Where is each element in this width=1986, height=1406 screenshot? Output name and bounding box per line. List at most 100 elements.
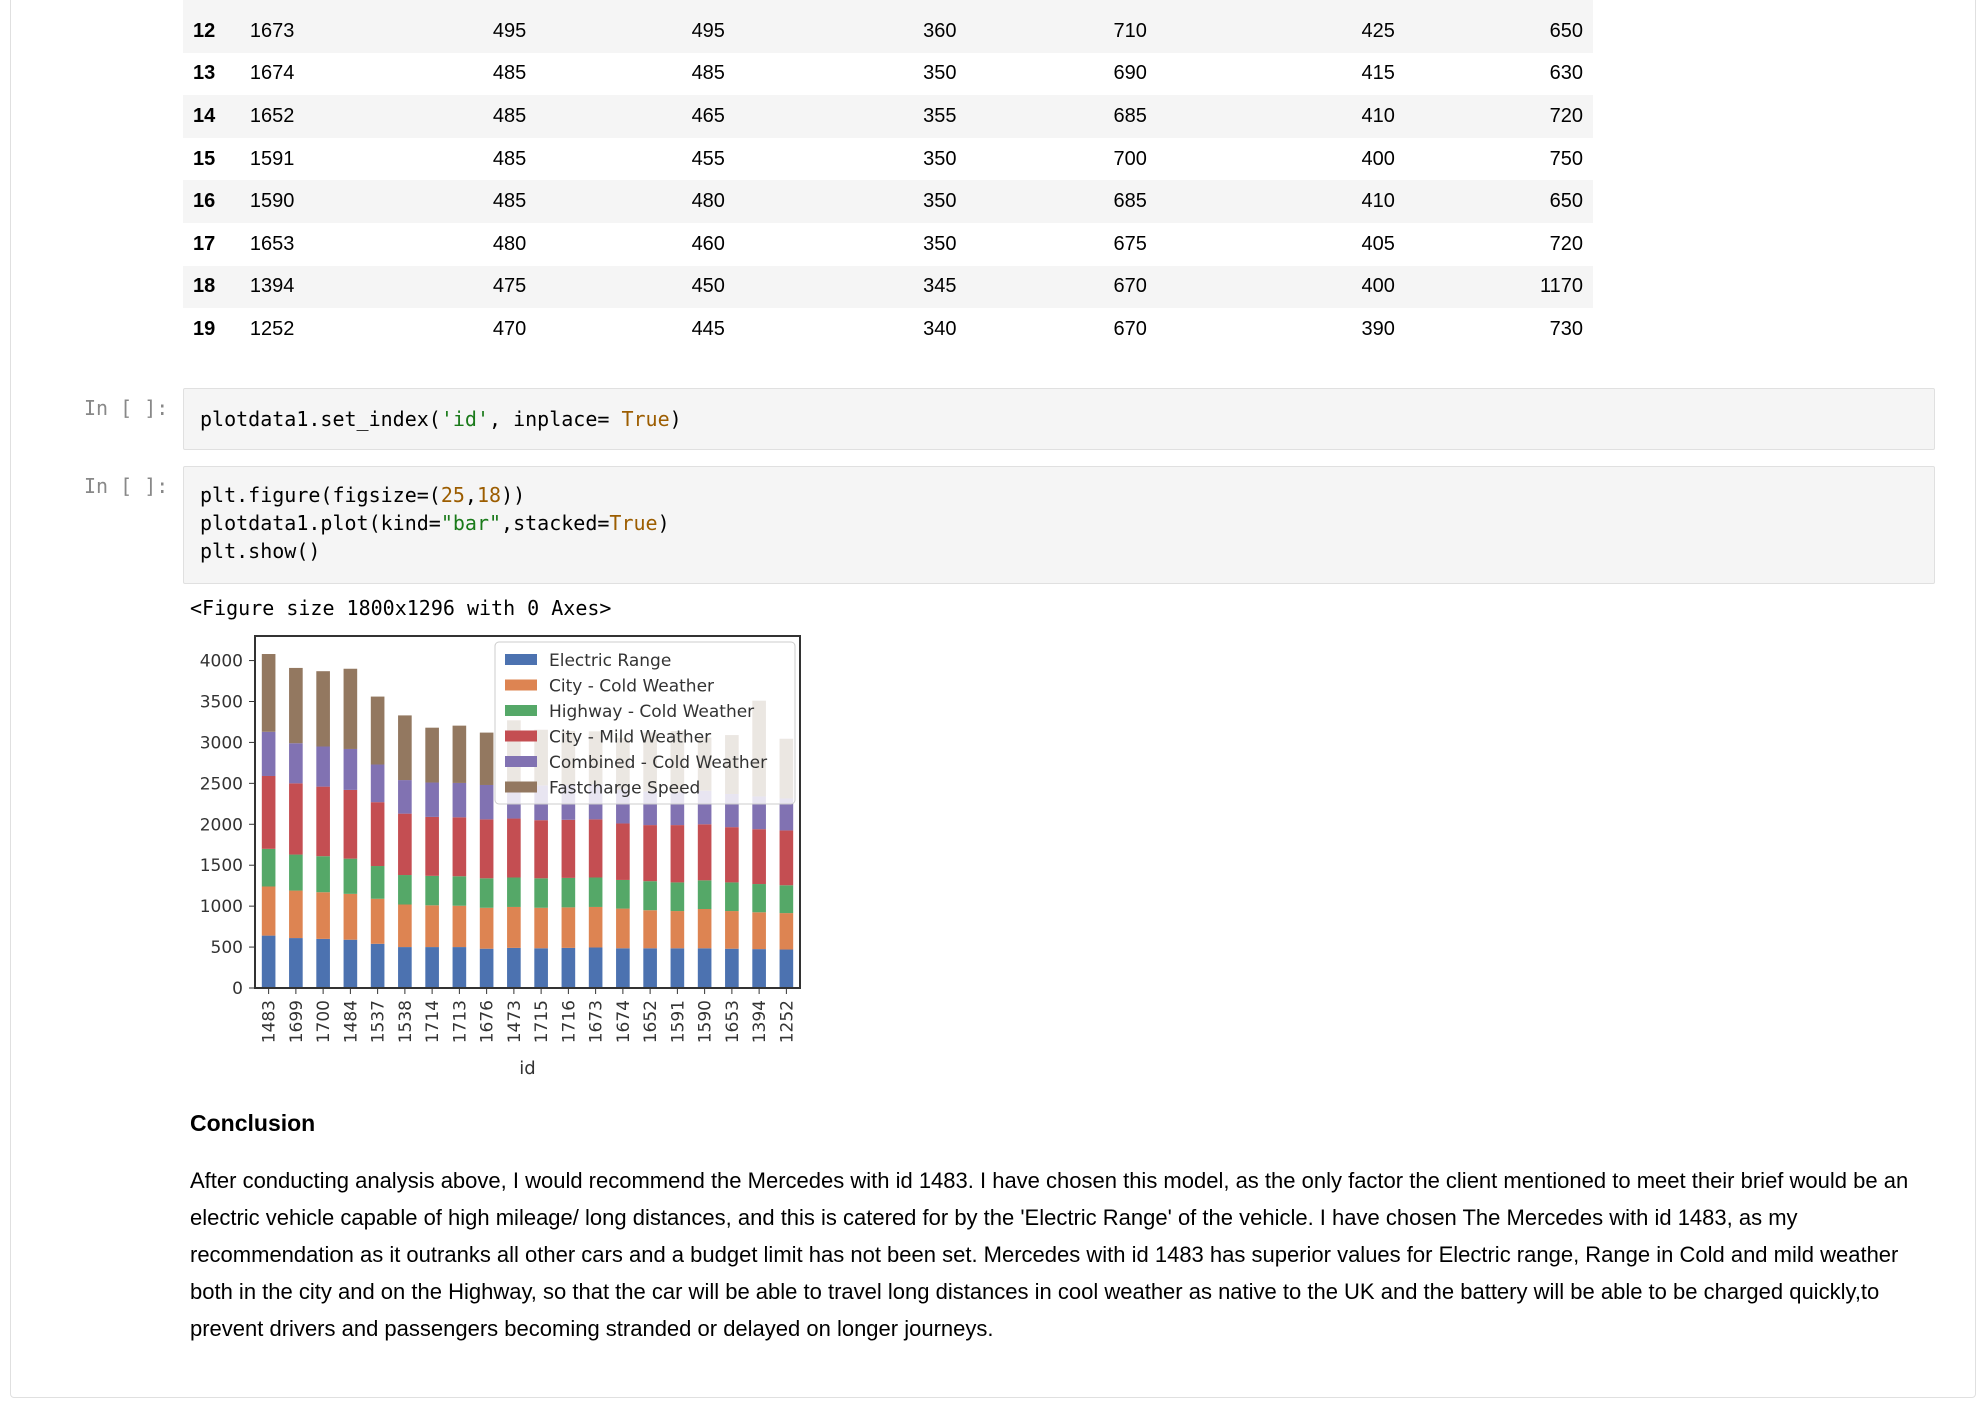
bar-segment [398, 904, 412, 948]
code-text: ) [669, 407, 682, 431]
bar-segment [370, 898, 385, 944]
table-cell: 1674 [249, 62, 295, 85]
table-cell: 355 [923, 104, 957, 127]
bar-segment [261, 886, 276, 936]
x-tick-label: 1713 [450, 1000, 470, 1043]
bar-segment [779, 798, 794, 831]
x-tick-label: 1252 [777, 1000, 797, 1043]
legend-label: City - Cold Weather [549, 677, 714, 697]
bar-segment [479, 907, 494, 949]
bar-segment [289, 783, 303, 855]
code-cell-plot[interactable]: plt.figure(figsize=(25,18)) plotdata1.pl… [183, 466, 1935, 584]
table-cell: 495 [492, 19, 527, 42]
code-text: plt.show() [200, 539, 321, 563]
bar-segment [643, 881, 657, 911]
bar-segment [643, 948, 657, 988]
bar-segment [561, 907, 576, 948]
bar-segment [561, 877, 576, 908]
bar-segment [452, 876, 467, 906]
x-tick-label: 1591 [668, 1000, 688, 1043]
bar-segment [398, 875, 412, 905]
bar-segment [588, 906, 603, 948]
table-cell: 410 [1361, 104, 1395, 127]
row-index: 19 [193, 317, 216, 340]
table-cell: 685 [1113, 190, 1147, 213]
bar-segment [370, 764, 385, 803]
x-tick-label: 1674 [614, 1000, 634, 1043]
table-row: 16 1590 485 480 350 685 410 650 [183, 180, 1593, 223]
table-cell: 360 [923, 19, 957, 42]
bar-segment [752, 796, 766, 830]
code-text: plt.figure(figsize=( [200, 483, 441, 507]
table-row: 14 1652 485 465 355 685 410 720 [183, 95, 1593, 138]
table-cell: 390 [1361, 317, 1395, 340]
code-cell-set-index[interactable]: plotdata1.set_index('id', inplace= True) [183, 388, 1935, 450]
legend-swatch [505, 705, 537, 716]
legend-swatch [505, 679, 537, 691]
bar-segment [289, 890, 303, 939]
bar-segment [370, 696, 385, 765]
table-cell: 340 [923, 317, 957, 340]
table-cell: 690 [1113, 62, 1147, 85]
x-tick-label: 1715 [532, 1000, 552, 1043]
bar-segment [725, 827, 739, 883]
table-cell: 455 [691, 147, 725, 170]
bar-segment [425, 727, 439, 783]
bar-segment [343, 748, 358, 790]
legend-swatch [505, 654, 537, 665]
bar-segment [479, 878, 494, 908]
cell-prompt: In [ ]: [84, 474, 169, 498]
y-tick-label: 2000 [200, 815, 243, 835]
row-index: 17 [193, 232, 216, 255]
x-tick-label: 1484 [341, 1000, 361, 1043]
table-cell: 650 [1549, 190, 1583, 213]
code-keyword: True [609, 511, 658, 535]
code-text: ,stacked= [501, 511, 610, 535]
table-cell: 475 [492, 275, 527, 298]
table-cell: 485 [492, 190, 527, 213]
figure-size-output: <Figure size 1800x1296 with 0 Axes> [190, 596, 612, 620]
dataframe-output: 12 1673 495 495 360 710 425 650 13 1674 485 485 350 6… [183, 10, 1593, 351]
table-cell: 350 [923, 232, 957, 255]
table-cell: 485 [691, 62, 725, 85]
y-tick-label: 4000 [200, 652, 243, 672]
code-number: 25 [440, 483, 465, 507]
bar-segment [534, 820, 548, 879]
legend-box [494, 641, 796, 805]
x-tick-label: 1473 [505, 1000, 525, 1043]
bar-segment [725, 911, 739, 949]
code-number: 18 [476, 483, 502, 507]
bar-segment [670, 911, 685, 949]
bar-segment [398, 780, 412, 814]
legend-label: Electric Range [549, 651, 671, 671]
table-cell: 1394 [249, 275, 295, 298]
table-cell: 465 [691, 104, 725, 127]
bar-segment [697, 824, 712, 881]
table-cell: 485 [492, 104, 527, 127]
legend-label: Fastcharge Speed [549, 779, 700, 799]
table-cell: 445 [691, 317, 725, 340]
code-text: ) [657, 511, 670, 535]
table-cell: 1590 [249, 190, 295, 213]
row-index: 13 [193, 62, 216, 85]
bar-segment [752, 884, 766, 913]
bar-segment [343, 893, 358, 940]
bar-segment [452, 947, 467, 988]
y-tick-label: 0 [232, 979, 243, 999]
bar-segment [398, 715, 412, 781]
bar-segment [425, 905, 439, 948]
bar-segment [561, 819, 576, 878]
bar-segment [507, 818, 521, 878]
x-tick-label: 1652 [641, 1000, 661, 1043]
table-cell: 485 [492, 147, 527, 170]
table-cell: 685 [1113, 104, 1147, 127]
table-cell: 405 [1361, 232, 1395, 255]
table-cell: 650 [1549, 19, 1583, 42]
bar-segment [343, 939, 358, 988]
dataframe-table: 12 1673 495 495 360 710 425 650 13 1674 485 485 350 6… [183, 10, 1593, 351]
bar-segment [779, 949, 794, 988]
bar-segment [479, 732, 494, 785]
bar-segment [670, 948, 685, 988]
code-text: )) [501, 483, 526, 507]
row-index: 14 [193, 104, 216, 127]
